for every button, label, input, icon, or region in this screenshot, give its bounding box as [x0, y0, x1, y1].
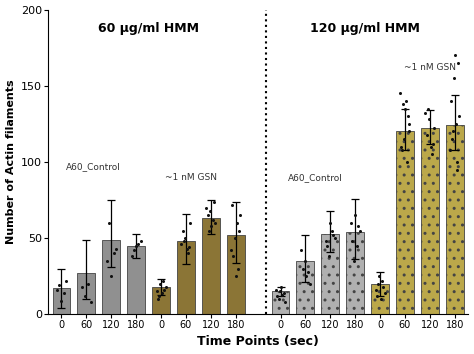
Text: 60 µg/ml HMM: 60 µg/ml HMM [98, 22, 199, 35]
Bar [77, 273, 95, 314]
Bar [53, 289, 71, 314]
Bar [227, 235, 245, 314]
Bar [346, 232, 364, 314]
Bar [421, 129, 439, 314]
Bar [152, 287, 170, 314]
Text: ~1 nM GSN: ~1 nM GSN [165, 173, 217, 182]
Bar [102, 240, 120, 314]
Bar [446, 125, 464, 314]
Text: A60_Control: A60_Control [288, 173, 343, 182]
Bar [272, 291, 290, 314]
Bar [127, 246, 145, 314]
Text: 120 µg/ml HMM: 120 µg/ml HMM [310, 22, 420, 35]
Bar [296, 261, 314, 314]
Bar [177, 241, 195, 314]
Y-axis label: Number of Actin filaments: Number of Actin filaments [6, 80, 16, 244]
Bar [321, 234, 339, 314]
Bar [371, 284, 389, 314]
Text: ~1 nM GSN: ~1 nM GSN [404, 63, 456, 72]
Bar [396, 131, 414, 314]
X-axis label: Time Points (sec): Time Points (sec) [197, 336, 319, 348]
Text: A60_Control: A60_Control [66, 162, 121, 171]
Bar [202, 218, 220, 314]
